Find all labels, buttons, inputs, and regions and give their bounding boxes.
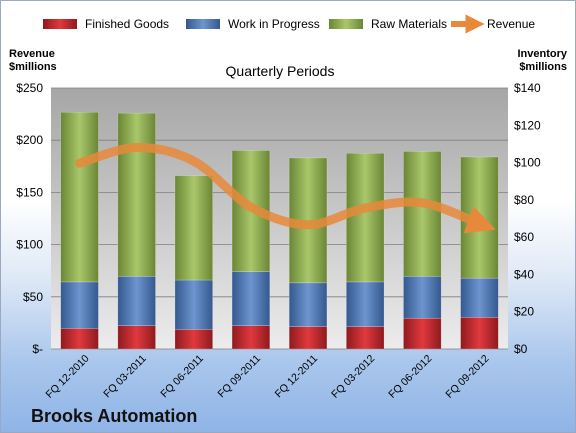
- y-right-tick-label: $20: [514, 305, 534, 319]
- bar-finished-goods: [174, 329, 213, 350]
- bar-finished-goods: [460, 317, 499, 350]
- x-tick-label: FQ 09-2011: [215, 353, 263, 401]
- legend-label: Finished Goods: [85, 17, 169, 31]
- bar-work-in-progress: [117, 275, 156, 326]
- y-right-tick-label: $120: [514, 118, 541, 132]
- bar-work-in-progress: [60, 281, 99, 329]
- bar-finished-goods: [346, 326, 385, 350]
- bar-finished-goods: [231, 325, 271, 350]
- bar-raw-materials: [403, 151, 442, 277]
- x-tick-label: FQ 03-2011: [101, 353, 149, 401]
- y-right-tick-label: $80: [514, 193, 534, 207]
- legend-swatch: [43, 19, 77, 29]
- y-right-tick-label: $100: [514, 156, 541, 170]
- bar-work-in-progress: [460, 277, 499, 318]
- revenue-series-line: [75, 143, 496, 234]
- y-axis-right: $0 $20 $40 $60 $80 $100 $120 $140: [514, 81, 541, 356]
- x-tick-label: FQ 12-2011: [273, 353, 321, 401]
- legend-swatch: [186, 19, 220, 29]
- y-left-tick-label: $50: [23, 290, 43, 304]
- bar-finished-goods: [403, 317, 442, 350]
- y-right-tick-label: $40: [514, 267, 534, 281]
- bar-work-in-progress: [174, 279, 213, 330]
- bar-raw-materials: [346, 152, 385, 283]
- legend-label: Raw Materials: [371, 17, 447, 31]
- y-right-tick-label: $0: [514, 342, 528, 356]
- x-tick-label: FQ 03-2012: [329, 353, 377, 401]
- legend: Finished Goods Work in Progress Raw Materi…: [43, 14, 535, 34]
- y-right-tick-label: $140: [514, 81, 541, 95]
- bar-work-in-progress: [346, 281, 385, 327]
- bar-work-in-progress: [403, 275, 442, 319]
- y-axis-left: $- $50 $100 $150 $200 $250: [16, 81, 43, 356]
- bar-raw-materials: [117, 112, 156, 277]
- y-left-tick-label: $200: [16, 133, 43, 147]
- x-tick-label: FQ 06-2011: [158, 353, 206, 401]
- y-left-tick-label: $100: [16, 238, 43, 252]
- bar-finished-goods: [288, 326, 328, 350]
- bar-work-in-progress: [231, 271, 271, 326]
- y-right-tick-label: $60: [514, 230, 534, 244]
- bar-finished-goods: [60, 328, 99, 350]
- x-tick-label: FQ 12-2010: [44, 353, 92, 401]
- legend-swatch: [329, 19, 363, 29]
- y-left-tick-label: $150: [16, 185, 43, 199]
- x-axis: FQ 12-2010 FQ 03-2011 FQ 06-2011 FQ 09-2011…: [44, 353, 492, 401]
- x-tick-label: FQ 09-2012: [443, 353, 491, 401]
- legend-label: Revenue: [487, 17, 535, 31]
- company-name: Brooks Automation: [31, 406, 198, 426]
- y-axis-right-label: Inventory $millions: [517, 48, 567, 73]
- x-tick-label: FQ 06-2012: [386, 353, 434, 401]
- chart-title: Quarterly Periods: [226, 63, 335, 79]
- y-axis-left-label: Revenue $millions: [9, 48, 57, 73]
- bar-raw-materials: [174, 175, 213, 281]
- y-left-tick-label: $250: [16, 81, 43, 95]
- y-left-tick-label: $-: [32, 342, 43, 356]
- bar-raw-materials: [60, 111, 99, 283]
- revenue-line: [75, 143, 496, 234]
- legend-label: Work in Progress: [228, 17, 320, 31]
- bar-finished-goods: [117, 325, 156, 350]
- bar-work-in-progress: [288, 282, 328, 327]
